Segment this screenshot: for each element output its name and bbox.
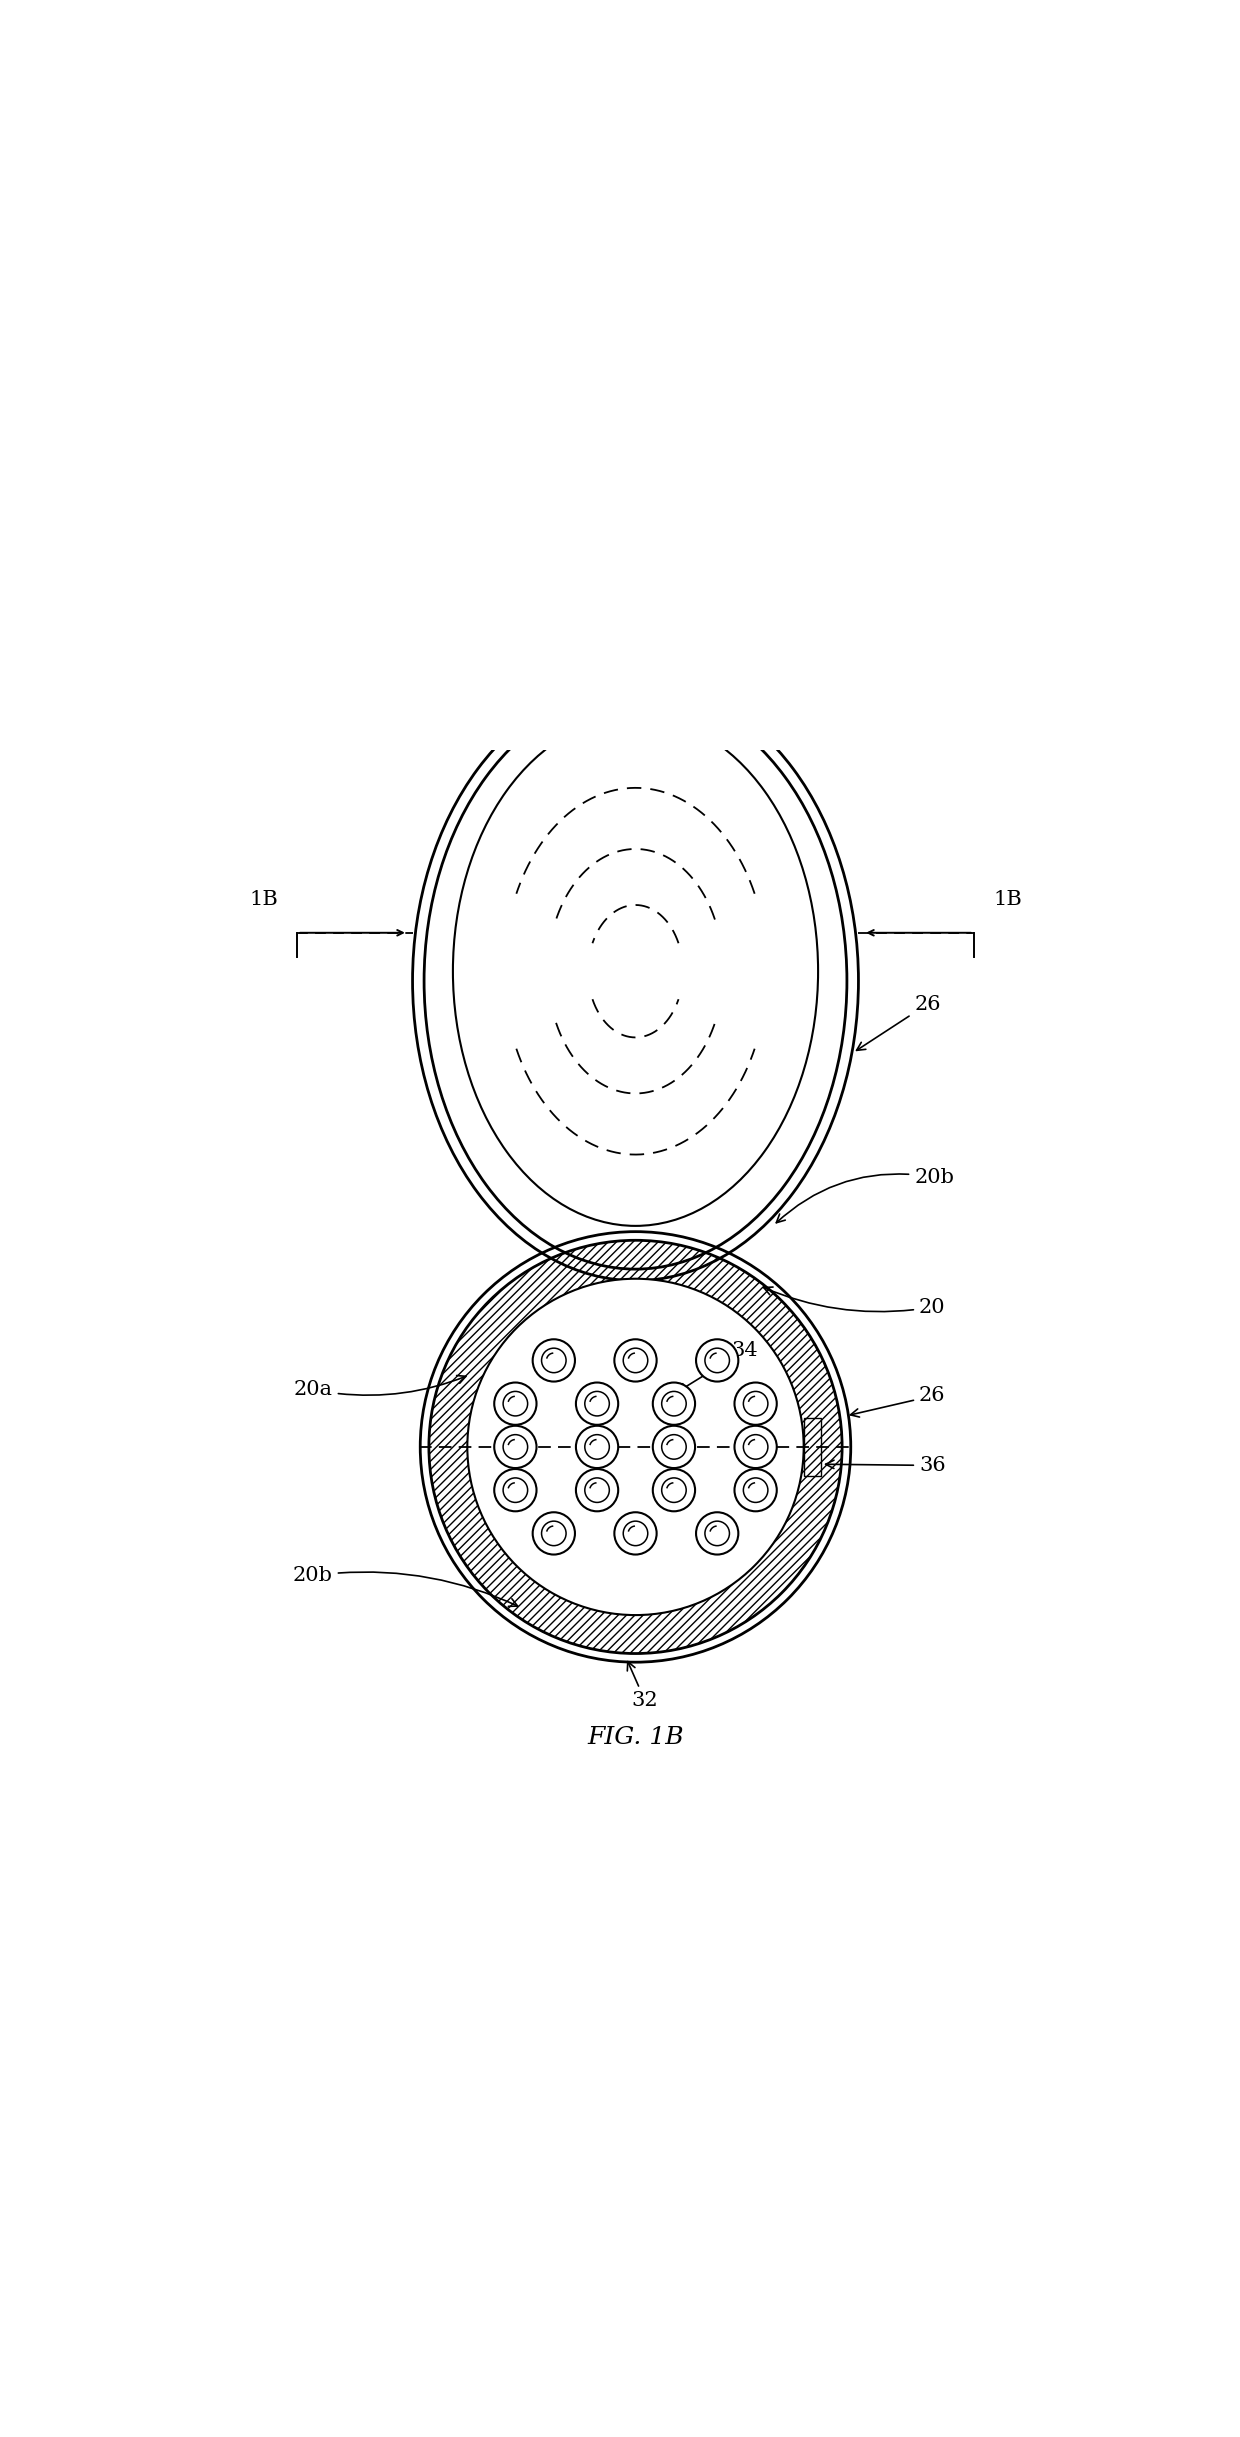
Text: 20: 20 [764, 1287, 946, 1316]
Circle shape [495, 1426, 537, 1467]
Circle shape [734, 1382, 776, 1426]
Circle shape [734, 1426, 776, 1467]
Circle shape [652, 1426, 696, 1467]
Text: 26: 26 [857, 994, 941, 1050]
Text: 34: 34 [678, 1340, 758, 1392]
Text: 32: 32 [627, 1662, 658, 1711]
Circle shape [734, 1470, 776, 1511]
Circle shape [495, 1382, 537, 1426]
Text: 1B: 1B [249, 890, 278, 909]
Text: 26: 26 [851, 1387, 945, 1416]
Text: 20b: 20b [776, 1167, 954, 1223]
Text: 20a: 20a [294, 1374, 466, 1399]
Circle shape [614, 1340, 657, 1382]
Circle shape [533, 1340, 575, 1382]
Circle shape [575, 1382, 619, 1426]
Circle shape [652, 1382, 696, 1426]
Text: FIG. 1A: FIG. 1A [588, 1333, 683, 1357]
Circle shape [495, 1470, 537, 1511]
Text: 36: 36 [826, 1455, 946, 1474]
Text: 1B: 1B [993, 890, 1022, 909]
Circle shape [533, 1513, 575, 1555]
Circle shape [614, 1513, 657, 1555]
Text: 20b: 20b [293, 1567, 517, 1606]
Circle shape [696, 1340, 738, 1382]
Circle shape [467, 1279, 804, 1616]
FancyBboxPatch shape [804, 1418, 821, 1477]
Circle shape [429, 1240, 842, 1655]
Circle shape [652, 1470, 696, 1511]
Circle shape [575, 1426, 619, 1467]
Circle shape [696, 1513, 738, 1555]
Text: FIG. 1B: FIG. 1B [588, 1725, 683, 1750]
Circle shape [575, 1470, 619, 1511]
